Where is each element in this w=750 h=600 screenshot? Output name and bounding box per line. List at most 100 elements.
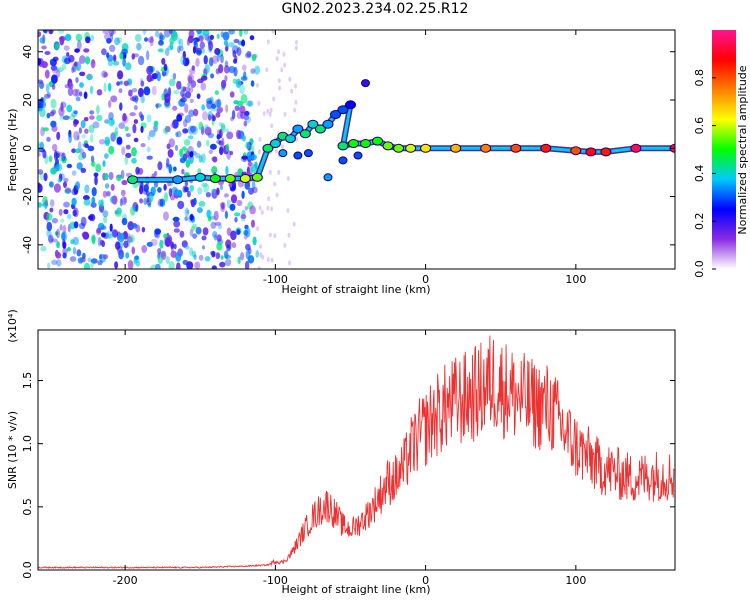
noise-speckle [73, 119, 80, 125]
noise-speckle [104, 173, 109, 181]
noise-speckle [251, 219, 255, 228]
noise-speckle [102, 254, 109, 260]
noise-speckle [174, 144, 179, 151]
noise-speckle [224, 46, 229, 52]
noise-speckle [218, 63, 224, 74]
noise-speckle [270, 206, 274, 212]
noise-speckle [184, 180, 189, 187]
noise-speckle [63, 209, 69, 215]
spectrogram-frame [37, 29, 676, 270]
noise-speckle [81, 231, 89, 238]
noise-speckle [223, 39, 228, 46]
noise-speckle [140, 80, 145, 87]
noise-speckle [154, 30, 160, 38]
noise-speckle [78, 222, 86, 230]
noise-speckle [193, 40, 198, 50]
noise-speckle [209, 143, 217, 150]
noise-speckle [210, 73, 215, 79]
noise-speckle [278, 85, 282, 91]
noise-speckle [234, 105, 240, 112]
noise-speckle [249, 254, 254, 262]
noise-speckle [178, 38, 184, 48]
ridge-point [405, 143, 417, 153]
colorbar-tick-label: 0.6 [693, 117, 706, 135]
noise-speckle [76, 40, 82, 50]
noise-speckle [204, 124, 209, 131]
noise-speckle [216, 106, 224, 113]
noise-speckle [50, 167, 57, 175]
y-tick-label: 0.0 [21, 561, 34, 579]
noise-speckle [201, 235, 207, 241]
noise-speckle [75, 77, 79, 83]
noise-speckle [176, 114, 183, 122]
noise-speckle [295, 39, 298, 45]
noise-speckle [38, 202, 42, 208]
noise-speckle [93, 172, 99, 178]
noise-speckle [97, 260, 103, 266]
noise-speckle [283, 62, 287, 68]
noise-speckle [64, 187, 72, 194]
noise-speckle [204, 256, 211, 262]
noise-speckle [266, 108, 270, 114]
noise-speckle [191, 125, 198, 135]
noise-speckle [281, 144, 284, 150]
noise-speckle [168, 78, 176, 87]
noise-speckle [229, 203, 236, 211]
noise-speckle [282, 51, 286, 57]
noise-speckle [73, 131, 80, 141]
noise-speckle [108, 145, 115, 155]
noise-speckle [214, 90, 219, 95]
snr-panel: -200 -100 0 100 0.0 0.5 1.0 1.5 Height of stra… [6, 309, 676, 596]
noise-speckle [208, 149, 213, 155]
noise-speckle [110, 132, 116, 142]
noise-speckle [207, 132, 214, 139]
noise-speckle [209, 34, 214, 40]
noise-speckle [241, 155, 248, 160]
noise-speckle [41, 61, 48, 69]
noise-speckle [166, 236, 172, 244]
noise-speckle [250, 68, 256, 74]
noise-speckle [155, 103, 159, 109]
noise-speckle [147, 134, 151, 141]
noise-speckle [192, 223, 198, 230]
noise-speckle [184, 115, 192, 123]
noise-speckle [76, 249, 82, 257]
noise-speckle [117, 249, 124, 256]
noise-speckle [124, 126, 129, 132]
noise-speckle [62, 247, 68, 255]
noise-speckle [169, 30, 173, 35]
ridge-point [224, 174, 236, 183]
noise-speckle [60, 102, 64, 112]
noise-speckle [252, 236, 257, 246]
noise-speckle [48, 30, 54, 35]
spectrogram-marks [127, 79, 675, 185]
noise-speckle [38, 169, 44, 175]
noise-speckle [183, 148, 189, 153]
ridge-point [292, 124, 304, 134]
figure-title: GN02.2023.234.02.25.R12 [281, 1, 469, 17]
noise-speckle [208, 41, 214, 51]
noise-speckle [182, 57, 190, 67]
noise-speckle [159, 239, 164, 249]
noise-speckle [72, 246, 77, 255]
noise-speckle [265, 67, 269, 73]
noise-speckle [108, 100, 112, 108]
noise-speckle [225, 258, 232, 267]
noise-speckle [258, 136, 262, 142]
noise-speckle [84, 143, 90, 149]
noise-speckle [237, 256, 241, 265]
noise-speckle [228, 30, 235, 35]
noise-speckle [124, 155, 129, 166]
noise-speckle [49, 111, 55, 117]
noise-speckle [49, 59, 54, 64]
noise-speckle [72, 236, 80, 246]
noise-speckle [184, 245, 190, 250]
noise-speckle [42, 96, 47, 102]
noise-speckle [125, 133, 131, 138]
noise-speckle [179, 157, 186, 164]
noise-speckle [89, 110, 95, 115]
noise-speckle [173, 90, 180, 95]
noise-speckle [219, 146, 224, 156]
noise-speckle [80, 167, 87, 173]
